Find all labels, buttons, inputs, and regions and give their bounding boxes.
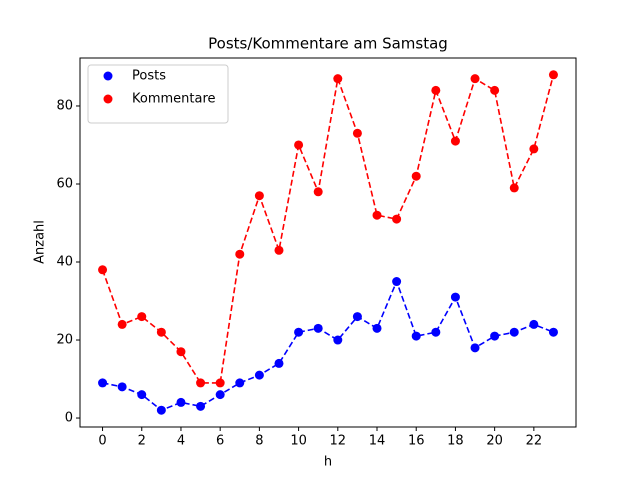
data-point [372, 210, 382, 220]
data-point [117, 319, 127, 329]
data-point [254, 191, 264, 201]
data-point [137, 390, 147, 400]
y-tick-label: 20 [56, 333, 73, 348]
legend-marker [103, 94, 113, 104]
plot-frame [79, 57, 577, 428]
data-point [98, 378, 108, 388]
x-tick-label: 0 [98, 434, 106, 449]
y-tick-label: 0 [65, 411, 73, 426]
data-point [215, 390, 225, 400]
data-point [313, 187, 323, 197]
y-axis-label: Anzahl [33, 220, 48, 264]
data-point [235, 378, 245, 388]
data-point [509, 183, 519, 193]
data-point [274, 245, 284, 255]
data-point [509, 327, 519, 337]
data-point [352, 128, 362, 138]
data-point [411, 171, 421, 181]
data-point [431, 85, 441, 95]
data-point [490, 331, 500, 341]
data-point [156, 405, 166, 415]
data-point [176, 347, 186, 357]
data-point [548, 327, 558, 337]
x-tick-label: 2 [138, 434, 146, 449]
data-point [98, 265, 108, 275]
x-tick-label: 18 [447, 434, 464, 449]
x-tick-label: 22 [526, 434, 543, 449]
data-point [274, 358, 284, 368]
data-point [470, 74, 480, 84]
data-point [529, 144, 539, 154]
x-tick-label: 14 [369, 434, 386, 449]
x-tick-label: 6 [216, 434, 224, 449]
x-tick-label: 4 [177, 434, 185, 449]
data-point [450, 136, 460, 146]
series-line [101, 74, 555, 384]
data-point [215, 378, 225, 388]
data-point [294, 140, 304, 150]
legend-box [87, 64, 229, 124]
y-tick-label: 80 [56, 98, 73, 113]
x-tick-label: 12 [330, 434, 347, 449]
legend-marker [103, 71, 113, 81]
chart-title: Posts/Kommentare am Samstag [208, 35, 448, 53]
x-tick-label: 10 [290, 434, 307, 449]
data-point [333, 335, 343, 345]
data-point [156, 327, 166, 337]
data-point [235, 249, 245, 259]
data-point [490, 85, 500, 95]
data-point [470, 343, 480, 353]
data-point [392, 277, 402, 287]
data-point [117, 382, 127, 392]
x-tick-label: 16 [408, 434, 425, 449]
data-point [254, 370, 264, 380]
data-point [294, 327, 304, 337]
legend-label: Posts [132, 69, 166, 84]
data-point [392, 214, 402, 224]
y-tick-label: 40 [56, 255, 73, 270]
series-line [102, 279, 554, 412]
data-point [352, 312, 362, 322]
data-point [431, 327, 441, 337]
y-tick-label: 60 [56, 176, 73, 191]
data-point [313, 323, 323, 333]
data-point [176, 397, 186, 407]
data-point [333, 74, 343, 84]
data-point [137, 312, 147, 322]
data-point [411, 331, 421, 341]
data-point [196, 401, 206, 411]
data-point [372, 323, 382, 333]
data-point [548, 70, 558, 80]
legend-label: Kommentare [132, 92, 216, 107]
data-point [196, 378, 206, 388]
x-tick-label: 8 [255, 434, 263, 449]
data-point [450, 292, 460, 302]
data-point [529, 319, 539, 329]
x-axis-label: h [324, 455, 332, 470]
x-tick-label: 20 [486, 434, 503, 449]
